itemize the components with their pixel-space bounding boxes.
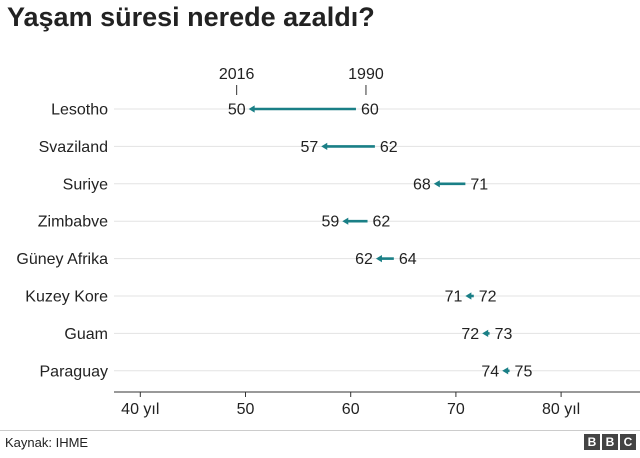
footer-divider: [0, 430, 640, 431]
change-arrow-head: [248, 105, 255, 113]
country-label: Lesotho: [51, 102, 108, 119]
value-label-1990: 71: [470, 176, 488, 193]
value-label-1990: 73: [495, 326, 513, 343]
value-label-2016: 59: [321, 214, 339, 231]
change-arrow-head: [342, 217, 349, 225]
source-note: Kaynak: IHME: [5, 435, 89, 450]
x-tick-label: 60: [342, 401, 360, 418]
value-label-1990: 62: [380, 139, 398, 156]
change-arrow-head: [375, 255, 382, 263]
country-label: Guam: [64, 326, 108, 343]
grid-layer: [114, 108, 640, 372]
value-label-2016: 50: [228, 102, 246, 119]
change-arrow-head: [433, 180, 440, 188]
change-arrow-head: [482, 329, 489, 337]
bbc-logo-letter-c: C: [620, 434, 636, 450]
chart-legend: 2016 1990: [219, 66, 384, 95]
value-label-2016: 74: [481, 363, 499, 380]
chart-rows: Lesotho 50 60 Svaziland 57 62 Suriye 68 71 Zimbab…: [16, 102, 532, 381]
x-tick-label: 80 yıl: [542, 401, 580, 418]
value-label-1990: 75: [515, 363, 533, 380]
legend-label-2016: 2016: [219, 66, 255, 83]
country-label: Kuzey Kore: [25, 289, 108, 306]
value-label-2016: 72: [461, 326, 479, 343]
x-tick-label: 40 yıl: [121, 401, 159, 418]
value-label-1990: 60: [361, 102, 379, 119]
value-label-1990: 62: [373, 214, 391, 231]
value-label-2016: 57: [300, 139, 318, 156]
country-label: Paraguay: [40, 363, 109, 380]
value-label-1990: 64: [399, 251, 417, 268]
value-label-2016: 71: [445, 289, 463, 306]
value-label-2016: 62: [355, 251, 373, 268]
country-label: Güney Afrika: [16, 251, 108, 268]
value-label-1990: 72: [479, 289, 497, 306]
x-tick-label: 50: [237, 401, 255, 418]
change-arrow-head: [465, 292, 472, 300]
chart-title: Yaşam süresi nerede azaldı?: [7, 2, 375, 32]
x-tick-label: 70: [447, 401, 465, 418]
value-label-2016: 68: [413, 176, 431, 193]
bbc-logo-letter-b2: B: [602, 434, 618, 450]
bbc-logo-letter-b1: B: [584, 434, 600, 450]
chart: 2016 1990 Lesotho 50 60 Svaziland 57 62 Suriye 6…: [16, 66, 640, 418]
country-label: Zimbabve: [38, 214, 108, 231]
change-arrow-head: [502, 367, 509, 375]
country-label: Svaziland: [39, 139, 108, 156]
x-axis: 40 yıl 50 60 70 80 yıl: [114, 391, 640, 418]
bbc-logo: B B C: [584, 434, 636, 450]
country-label: Suriye: [63, 176, 108, 193]
change-arrow-head: [321, 142, 328, 150]
legend-label-1990: 1990: [348, 66, 384, 83]
